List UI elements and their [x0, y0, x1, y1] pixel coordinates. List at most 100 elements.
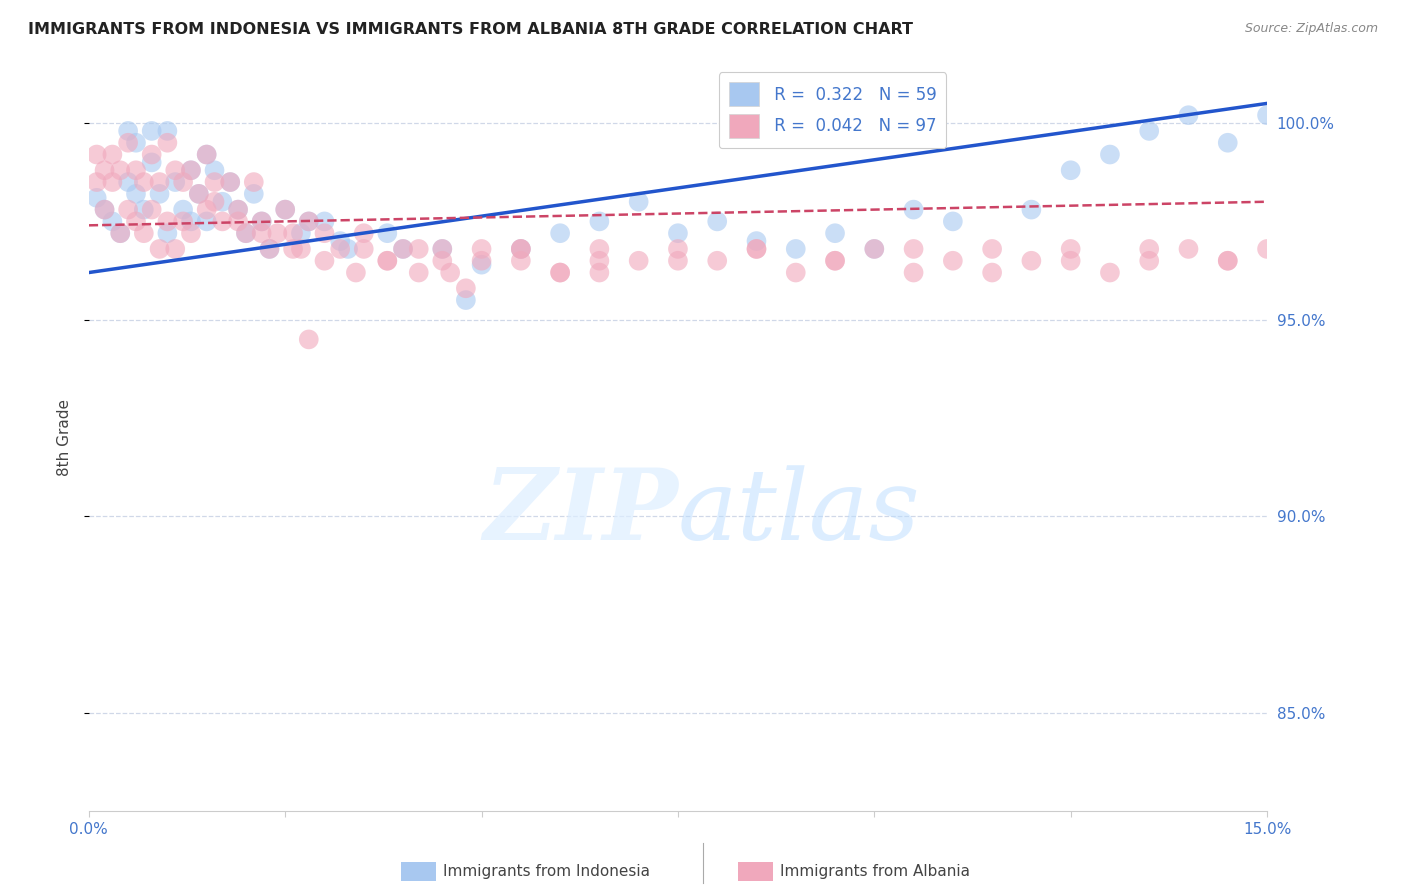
Point [243, 175, 266, 189]
Text: atlas: atlas [678, 465, 921, 560]
Point [165, 242, 187, 256]
Point [93, 202, 115, 217]
Point [219, 175, 242, 189]
Point [1216, 253, 1239, 268]
Point [375, 253, 398, 268]
Point [666, 226, 689, 240]
Point [1256, 108, 1278, 122]
Point [1256, 242, 1278, 256]
Point [745, 234, 768, 248]
Text: Immigrants from Albania: Immigrants from Albania [780, 864, 970, 879]
Legend:  R =  0.322   N = 59,  R =  0.042   N = 97: R = 0.322 N = 59, R = 0.042 N = 97 [718, 72, 946, 148]
Point [172, 175, 194, 189]
Point [117, 136, 139, 150]
Point [408, 242, 430, 256]
Point [298, 214, 321, 228]
Point [110, 226, 132, 240]
Point [290, 226, 312, 240]
Text: Immigrants from Indonesia: Immigrants from Indonesia [443, 864, 650, 879]
Point [86, 147, 108, 161]
Point [250, 226, 273, 240]
Point [235, 226, 257, 240]
Point [156, 136, 179, 150]
Point [863, 242, 886, 256]
Point [259, 242, 281, 256]
Point [337, 242, 360, 256]
Point [785, 266, 807, 280]
Point [344, 266, 367, 280]
Point [101, 214, 124, 228]
Point [785, 242, 807, 256]
Point [1216, 136, 1239, 150]
Point [195, 202, 218, 217]
Point [942, 214, 965, 228]
Point [204, 163, 226, 178]
Point [548, 226, 571, 240]
Point [165, 163, 187, 178]
Point [903, 202, 925, 217]
Point [298, 214, 321, 228]
Point [471, 253, 494, 268]
Point [132, 202, 155, 217]
Text: IMMIGRANTS FROM INDONESIA VS IMMIGRANTS FROM ALBANIA 8TH GRADE CORRELATION CHART: IMMIGRANTS FROM INDONESIA VS IMMIGRANTS … [28, 22, 912, 37]
Point [259, 242, 281, 256]
Point [148, 175, 170, 189]
Point [219, 175, 242, 189]
Point [180, 226, 202, 240]
Point [353, 242, 375, 256]
Point [588, 242, 610, 256]
Point [1060, 163, 1083, 178]
Point [110, 163, 132, 178]
Point [329, 234, 352, 248]
Point [1177, 242, 1199, 256]
Point [509, 253, 531, 268]
Point [824, 253, 846, 268]
Point [101, 175, 124, 189]
Point [250, 214, 273, 228]
Point [314, 253, 336, 268]
Point [180, 163, 202, 178]
Point [1021, 202, 1043, 217]
Point [132, 175, 155, 189]
Point [1060, 253, 1083, 268]
Point [439, 266, 461, 280]
Point [250, 214, 273, 228]
Point [314, 214, 336, 228]
Point [141, 147, 163, 161]
Point [125, 186, 148, 201]
Point [101, 147, 124, 161]
Point [93, 163, 115, 178]
Point [281, 226, 304, 240]
Point [195, 147, 218, 161]
Text: ZIP: ZIP [482, 464, 678, 561]
Point [706, 253, 728, 268]
Point [329, 242, 352, 256]
Point [211, 214, 233, 228]
Point [156, 214, 179, 228]
Point [298, 333, 321, 347]
Point [165, 175, 187, 189]
Point [1137, 253, 1160, 268]
Point [211, 194, 233, 209]
Point [471, 242, 494, 256]
Point [93, 202, 115, 217]
Point [588, 214, 610, 228]
Point [1137, 242, 1160, 256]
Point [125, 214, 148, 228]
Point [180, 214, 202, 228]
Point [1216, 253, 1239, 268]
Point [627, 194, 650, 209]
Point [1098, 266, 1121, 280]
Point [548, 266, 571, 280]
Text: Source: ZipAtlas.com: Source: ZipAtlas.com [1244, 22, 1378, 36]
Point [117, 124, 139, 138]
Point [204, 194, 226, 209]
Point [1177, 108, 1199, 122]
Point [1137, 124, 1160, 138]
Point [588, 253, 610, 268]
Point [627, 253, 650, 268]
Y-axis label: 8th Grade: 8th Grade [58, 400, 72, 476]
Point [172, 214, 194, 228]
Point [314, 226, 336, 240]
Point [86, 175, 108, 189]
